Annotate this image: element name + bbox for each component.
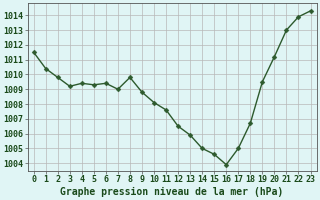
X-axis label: Graphe pression niveau de la mer (hPa): Graphe pression niveau de la mer (hPa) bbox=[60, 186, 284, 197]
